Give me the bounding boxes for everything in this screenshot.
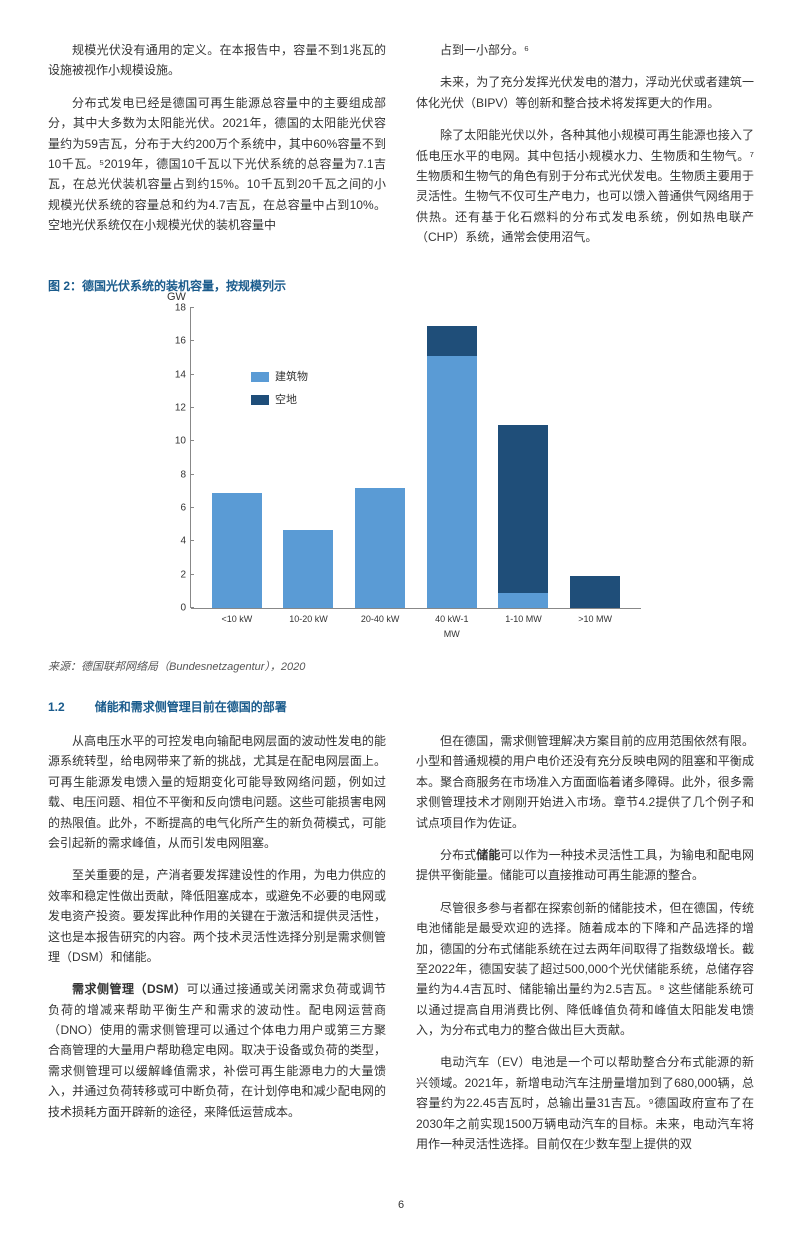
y-tick-label: 4 (180, 533, 186, 550)
figure-title: 图 2：德国光伏系统的装机容量，按规模列示 (48, 276, 754, 296)
y-tick-label: 2 (180, 566, 186, 583)
figure-source: 来源：德国联邦网络局（Bundesnetzagentur），2020 (48, 658, 754, 677)
section-right: 但在德国，需求侧管理解决方案目前的应用范围依然有限。小型和普通规模的用户电价还没… (416, 731, 754, 1166)
para: 至关重要的是，产消者要发挥建设性的作用，为电力供应的效率和稳定性做出贡献，降低阻… (48, 865, 386, 967)
section-number: 1.2 (48, 697, 65, 717)
para: 除了太阳能光伏以外，各种其他小规模可再生能源也接入了低电压水平的电网。其中包括小… (416, 125, 754, 247)
bar-segment-building (212, 493, 262, 608)
x-tick-label: 40 kW-1 MW (427, 612, 477, 643)
section-title: 储能和需求侧管理目前在德国的部署 (95, 697, 287, 717)
para: 规模光伏没有通用的定义。在本报告中，容量不到1兆瓦的设施被视作小规模设施。 (48, 40, 386, 81)
bar-group (283, 530, 333, 608)
x-tick-label: 10-20 kW (283, 612, 333, 643)
x-tick-label: <10 kW (212, 612, 262, 643)
bar-segment-building (427, 356, 477, 608)
x-tick-label: >10 MW (570, 612, 620, 643)
bar-segment-building (283, 530, 333, 608)
y-tick-label: 12 (175, 399, 186, 416)
para: 未来，为了充分发挥光伏发电的潜力，浮动光伏或者建筑一体化光伏（BIPV）等创新和… (416, 72, 754, 113)
para: 需求侧管理（DSM）可以通过接通或关闭需求负荷或调节负荷的增减来帮助平衡生产和需… (48, 979, 386, 1122)
bars (191, 308, 641, 608)
para: 尽管很多参与者都在探索创新的储能技术，但在德国，传统电池储能是最受欢迎的选择。随… (416, 898, 754, 1041)
intro-left: 规模光伏没有通用的定义。在本报告中，容量不到1兆瓦的设施被视作小规模设施。 分布… (48, 40, 386, 260)
x-tick-label: 1-10 MW (498, 612, 548, 643)
section-left: 从高电压水平的可控发电向输配电网层面的波动性发电的能源系统转型，给电网带来了新的… (48, 731, 386, 1166)
bar-group (427, 326, 477, 608)
bar-group (498, 425, 548, 608)
x-labels: <10 kW 10-20 kW 20-40 kW 40 kW-1 MW 1-10 MW >… (191, 612, 641, 643)
section-columns: 从高电压水平的可控发电向输配电网层面的波动性发电的能源系统转型，给电网带来了新的… (48, 731, 754, 1166)
para: 但在德国，需求侧管理解决方案目前的应用范围依然有限。小型和普通规模的用户电价还没… (416, 731, 754, 833)
y-tick-label: 6 (180, 499, 186, 516)
bar-group (212, 493, 262, 608)
para: 分布式储能可以作为一种技术灵活性工具，为输电和配电网提供平衡能量。储能可以直接推… (416, 845, 754, 886)
bar-chart: GW 024681012141618 建筑物 空地 <10 kW10-20 kW… (161, 308, 641, 648)
bar-segment-building (498, 593, 548, 608)
para: 占到一小部分。⁶ (416, 40, 754, 60)
y-tick-label: 16 (175, 333, 186, 350)
x-tick-label: 20-40 kW (355, 612, 405, 643)
x-axis (191, 608, 641, 609)
y-tick-label: 14 (175, 366, 186, 383)
y-axis: 024681012141618 (161, 308, 191, 608)
y-tick-label: 0 (180, 599, 186, 616)
para: 分布式发电已经是德国可再生能源总容量中的主要组成部分，其中大多数为太阳能光伏。2… (48, 93, 386, 236)
section-heading: 1.2 储能和需求侧管理目前在德国的部署 (48, 697, 754, 717)
para: 电动汽车（EV）电池是一个可以帮助整合分布式能源的新兴领域。2021年，新增电动… (416, 1052, 754, 1154)
chart-container: GW 024681012141618 建筑物 空地 <10 kW10-20 kW… (48, 308, 754, 648)
bar-segment-building (355, 488, 405, 608)
bar-group (355, 488, 405, 608)
bar-segment-land (570, 576, 620, 608)
bar-group (570, 576, 620, 608)
y-tick-label: 18 (175, 299, 186, 316)
bar-segment-land (427, 326, 477, 356)
intro-right: 占到一小部分。⁶ 未来，为了充分发挥光伏发电的潜力，浮动光伏或者建筑一体化光伏（… (416, 40, 754, 260)
intro-columns: 规模光伏没有通用的定义。在本报告中，容量不到1兆瓦的设施被视作小规模设施。 分布… (48, 40, 754, 260)
y-tick-label: 10 (175, 433, 186, 450)
para: 从高电压水平的可控发电向输配电网层面的波动性发电的能源系统转型，给电网带来了新的… (48, 731, 386, 853)
plot-area: 建筑物 空地 <10 kW10-20 kW20-40 kW40 kW-1 MW1… (191, 308, 641, 608)
y-tick-label: 8 (180, 466, 186, 483)
page-number: 6 (48, 1196, 754, 1215)
bar-segment-land (498, 425, 548, 593)
